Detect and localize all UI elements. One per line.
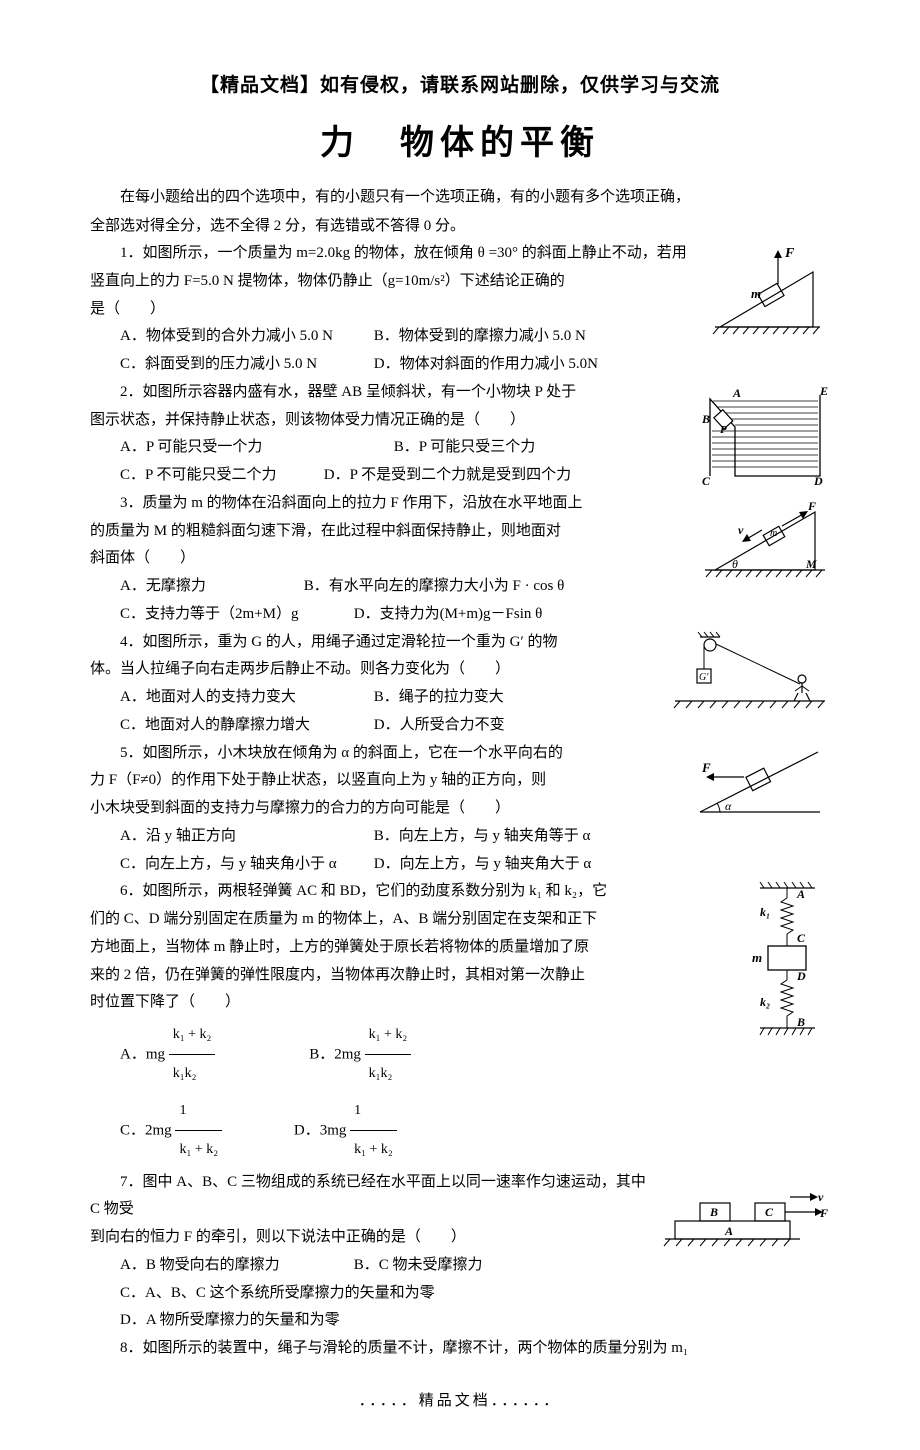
- q5-optD: D．向左上方，与 y 轴夹角大于 α: [374, 856, 591, 872]
- svg-text:C: C: [702, 474, 711, 486]
- svg-text:C: C: [797, 931, 806, 945]
- svg-text:B: B: [709, 1205, 718, 1219]
- q6-stem-3: 方地面上，当物体 m 静止时，上方的弹簧处于原长若将物体的质量增加了原: [90, 934, 830, 962]
- svg-text:F: F: [701, 760, 711, 775]
- svg-text:F: F: [784, 246, 795, 261]
- q2-optA: A．P 可能只受一个力: [120, 434, 390, 462]
- q6-optB-prefix: B．2mg: [309, 1046, 361, 1062]
- q6-optC: C．2mg 1k₁ + k₂: [120, 1093, 222, 1169]
- svg-text:D: D: [796, 969, 806, 983]
- svg-text:F: F: [819, 1206, 828, 1220]
- q6-fracB-den: k₁k₂: [365, 1055, 412, 1092]
- figure-q1: F m: [705, 242, 830, 337]
- svg-text:B: B: [796, 1015, 805, 1029]
- svg-text:C: C: [765, 1205, 774, 1219]
- q1-optD: D．物体对斜面的作用力减小 5.0N: [374, 356, 598, 372]
- q5-optA: A．沿 y 轴正方向: [120, 823, 370, 851]
- figure-q6: A k₁ C m D k₂ B: [740, 880, 830, 1070]
- q5-optC: C．向左上方，与 y 轴夹角小于 α: [120, 851, 370, 879]
- svg-text:k₁: k₁: [760, 905, 770, 919]
- q3-optB: B．有水平向左的摩擦力大小为 F · cos θ: [304, 578, 565, 594]
- q1-optB: B．物体受到的摩擦力减小 5.0 N: [374, 328, 586, 344]
- svg-text:G′: G′: [699, 672, 709, 683]
- intro-line-2: 全部选对得全分，选不全得 2 分，有选错或不答得 0 分。: [90, 213, 830, 240]
- q6-options-row2: C．2mg 1k₁ + k₂ D．3mg 1k₁ + k₂: [120, 1093, 830, 1169]
- q4-optA: A．地面对人的支持力变大: [120, 684, 370, 712]
- question-8: 8．如图所示的装置中，绳子与滑轮的质量不计，摩擦不计，两个物体的质量分别为 m₁: [90, 1335, 830, 1363]
- q4-optD: D．人所受合力不变: [374, 717, 505, 733]
- q6-stem-2: 们的 C、D 端分别固定在质量为 m 的物体上，A、B 端分别固定在支架和正下: [90, 906, 830, 934]
- question-6: A k₁ C m D k₂ B 6．如图所示，两根轻弹簧 AC 和 BD，它们的…: [90, 878, 830, 1168]
- q6-options-row1: A．mg k₁ + k₂k₁k₂ B．2mg k₁ + k₂k₁k₂: [120, 1017, 830, 1093]
- page: 【精品文档】如有侵权，请联系网站删除，仅供学习与交流 力 物体的平衡 在每小题给…: [0, 0, 920, 1450]
- svg-text:D: D: [813, 474, 823, 486]
- q7-optC: C．A、B、C 这个系统所受摩擦力的矢量和为零: [120, 1285, 435, 1301]
- svg-text:k₂: k₂: [760, 995, 770, 1009]
- q7-optA: A．B 物受向右的摩擦力: [120, 1252, 350, 1280]
- q6-optC-prefix: C．2mg: [120, 1122, 172, 1138]
- page-title: 力 物体的平衡: [90, 115, 830, 164]
- q4-optB: B．绳子的拉力变大: [374, 689, 504, 705]
- question-1: F m 1．如图所示，一个质量为 m=2.0kg 的物体，放在倾角 θ =30°…: [90, 240, 830, 379]
- q1-optA: A．物体受到的合外力减小 5.0 N: [120, 323, 370, 351]
- svg-text:m: m: [770, 528, 777, 539]
- svg-text:v: v: [818, 1190, 824, 1204]
- header-note: 【精品文档】如有侵权，请联系网站删除，仅供学习与交流: [90, 70, 830, 97]
- q6-optD-prefix: D．3mg: [294, 1122, 347, 1138]
- q3-optC: C．支持力等于（2m+M）g: [120, 601, 350, 629]
- q3-optA: A．无摩擦力: [120, 573, 300, 601]
- figure-q3: F m v θ M: [700, 492, 830, 582]
- q2-optB: B．P 可能只受三个力: [394, 439, 536, 455]
- figure-q2: A B C D E P: [700, 381, 830, 486]
- svg-text:M: M: [805, 557, 817, 571]
- q7-optB: B．C 物未受摩擦力: [354, 1257, 483, 1273]
- question-3: F m v θ M 3．质量为 m 的物体在沿斜面向上的拉力 F 作用下，沿放在…: [90, 490, 830, 629]
- q3-optD: D．支持力为(M+m)g－Fsin θ: [354, 606, 543, 622]
- svg-text:P: P: [720, 424, 727, 436]
- q6-optA: A．mg k₁ + k₂k₁k₂: [120, 1017, 215, 1093]
- q2-optC: C．P 不可能只受二个力: [120, 462, 320, 490]
- question-4: G′ 4．如图所示，重为 G 的人，用绳子通过定滑轮拉一个重为 G′ 的物 体。…: [90, 629, 830, 740]
- question-5: F α 5．如图所示，小木块放在倾角为 α 的斜面上，它在一个水平向右的 力 F…: [90, 740, 830, 879]
- question-7: B C A F v 7．图中 A、B、C 三物组成的系统已经在水平面上以同一速率…: [90, 1169, 830, 1336]
- footer: ．．．．．精品文档．．．．．．: [90, 1389, 830, 1410]
- q6-optA-prefix: A．mg: [120, 1046, 165, 1062]
- svg-text:m: m: [751, 286, 761, 301]
- svg-text:α: α: [725, 799, 732, 813]
- q6-fracC-den: k₁ + k₂: [175, 1131, 222, 1168]
- q5-optB: B．向左上方，与 y 轴夹角等于 α: [374, 828, 591, 844]
- svg-text:B: B: [701, 412, 710, 426]
- figure-q7: B C A F v: [660, 1189, 830, 1249]
- intro-line-1: 在每小题给出的四个选项中，有的小题只有一个选项正确，有的小题有多个选项正确，: [90, 184, 830, 211]
- svg-text:E: E: [819, 384, 828, 398]
- q6-fracA-den: k₁k₂: [169, 1055, 216, 1092]
- q2-optD: D．P 不是受到二个力就是受到四个力: [324, 467, 571, 483]
- svg-text:v: v: [738, 523, 744, 537]
- q6-fracC-num: 1: [175, 1093, 222, 1131]
- q7-optD: D．A 物所受摩擦力的矢量和为零: [120, 1312, 340, 1328]
- q6-stem-5: 时位置下降了（ ）: [90, 989, 830, 1017]
- svg-text:F: F: [807, 499, 816, 513]
- q6-stem-4: 来的 2 倍，仍在弹簧的弹性限度内，当物体再次静止时，其相对第一次静止: [90, 962, 830, 990]
- q6-fracA-num: k₁ + k₂: [169, 1017, 216, 1055]
- q8-stem-1: 8．如图所示的装置中，绳子与滑轮的质量不计，摩擦不计，两个物体的质量分别为 m₁: [90, 1335, 830, 1363]
- q6-optB: B．2mg k₁ + k₂k₁k₂: [309, 1017, 411, 1093]
- q6-optD: D．3mg 1k₁ + k₂: [294, 1093, 397, 1169]
- svg-text:θ: θ: [732, 557, 738, 571]
- svg-text:A: A: [724, 1224, 733, 1238]
- q1-optC: C．斜面受到的压力减小 5.0 N: [120, 351, 370, 379]
- svg-text:A: A: [796, 887, 805, 901]
- svg-text:m: m: [752, 950, 762, 965]
- q4-optC: C．地面对人的静摩擦力增大: [120, 712, 370, 740]
- q6-fracD-den: k₁ + k₂: [350, 1131, 397, 1168]
- q6-fracD-num: 1: [350, 1093, 397, 1131]
- q6-fracB-num: k₁ + k₂: [365, 1017, 412, 1055]
- question-2: A B C D E P 2．如图所示容器内盛有水，器壁 AB 呈倾斜状，有一个小…: [90, 379, 830, 490]
- q6-stem-1: 6．如图所示，两根轻弹簧 AC 和 BD，它们的劲度系数分别为 k₁ 和 k₂，…: [90, 878, 830, 906]
- figure-q5: F α: [690, 742, 830, 827]
- svg-text:A: A: [732, 386, 741, 400]
- figure-q4: G′: [670, 631, 830, 711]
